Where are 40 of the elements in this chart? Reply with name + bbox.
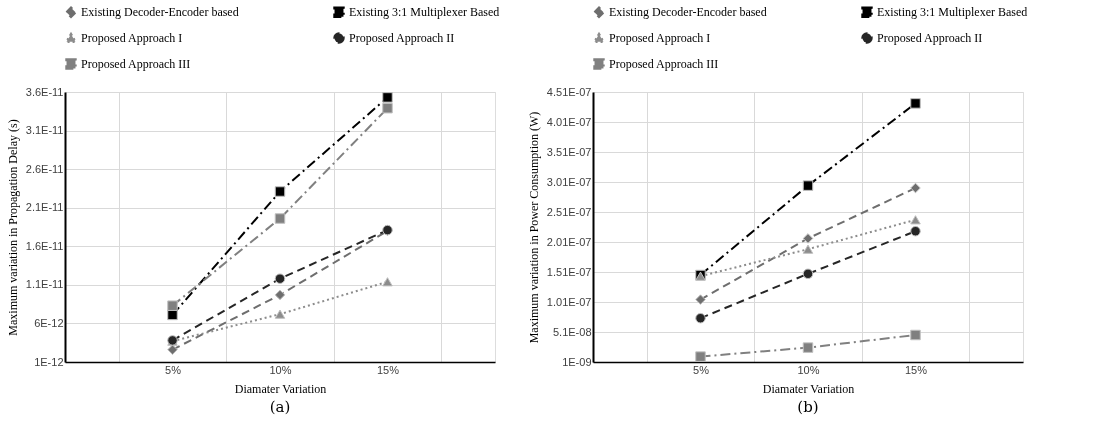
y-tick-label: 4.01E-07 — [546, 115, 592, 128]
y-tick-label: 2.1E-11 — [25, 201, 64, 214]
y-axis-title: Maximum variation in Propagation Delay (s) — [5, 119, 20, 336]
y-tick-label: 3.01E-07 — [546, 175, 592, 188]
x-tick-label: 15% — [376, 363, 400, 376]
legend-label: Proposed Approach I — [609, 31, 711, 45]
y-tick-label: 6E-12 — [34, 316, 64, 329]
y-tick-label: 1E-12 — [34, 355, 64, 368]
legend-label: Existing 3:1 Multiplexer Based — [349, 5, 500, 20]
y-tick-label: 2.51E-07 — [546, 205, 592, 218]
y-tick-label: 2.6E-11 — [25, 162, 64, 175]
y-tick-label: 1E-09 — [562, 355, 592, 368]
legend-label: Existing Decoder-Encoder based — [609, 5, 767, 20]
y-tick-label: 3.1E-11 — [25, 124, 64, 137]
y-tick-label: 1.51E-07 — [546, 265, 592, 278]
x-axis-title: Diamater Variation — [234, 381, 327, 396]
y-tick-label: 5.1E-08 — [552, 325, 592, 338]
x-tick-label: 5% — [693, 363, 710, 376]
y-axis-title: Maximum variation in Power Consumption (W) — [526, 111, 541, 344]
legend-label: Proposed Approach III — [609, 57, 719, 71]
y-tick-label: 1.1E-11 — [25, 278, 64, 291]
y-tick-label: 3.6E-11 — [25, 85, 64, 98]
y-tick-label: 3.51E-07 — [546, 145, 592, 158]
text: (b) — [797, 398, 819, 416]
legend-label: Proposed Approach I — [81, 31, 183, 45]
y-tick-label: 1.01E-07 — [546, 295, 592, 308]
x-tick-label: 5% — [165, 363, 182, 376]
y-tick-label: 2.01E-07 — [546, 235, 592, 248]
y-tick-label: 1.6E-11 — [25, 239, 64, 252]
x-tick-label: 10% — [797, 363, 820, 376]
text: (a) — [269, 398, 291, 416]
legend-label: Existing 3:1 Multiplexer Based — [877, 5, 1028, 20]
legend-label: Proposed Approach III — [81, 57, 191, 71]
legend-label: Existing Decoder-Encoder based — [81, 5, 239, 20]
legend-label: Proposed Approach II — [349, 31, 455, 45]
x-tick-label: 10% — [269, 363, 292, 376]
y-tick-label: 4.51E-07 — [546, 85, 592, 98]
x-axis-title: Diamater Variation — [762, 381, 855, 396]
legend-label: Proposed Approach II — [877, 31, 983, 45]
x-tick-label: 15% — [904, 363, 928, 376]
